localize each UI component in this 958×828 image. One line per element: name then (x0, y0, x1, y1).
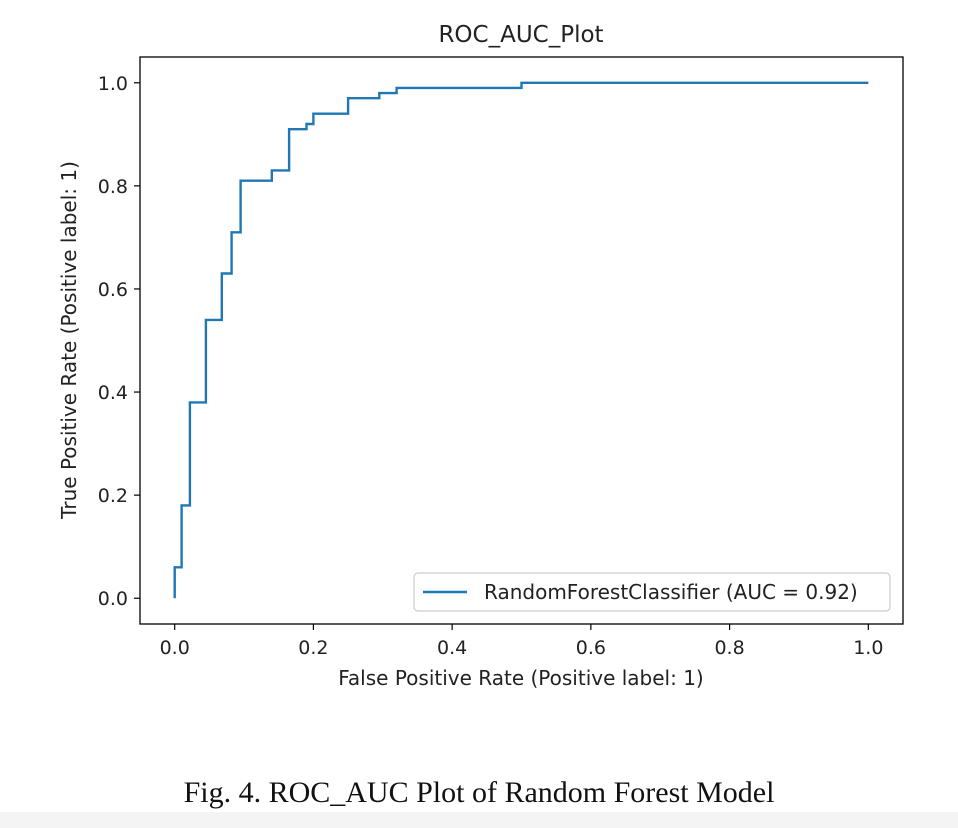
figure-caption: Fig. 4. ROC_AUC Plot of Random Forest Mo… (183, 776, 775, 809)
y-tick-label: 0.2 (98, 485, 128, 507)
y-tick-label: 1.0 (98, 73, 128, 95)
y-tick-label: 0.8 (98, 176, 128, 198)
x-tick-label: 0.8 (714, 637, 744, 659)
roc-curve-series-0 (173, 81, 869, 599)
legend: RandomForestClassifier (AUC = 0.92) (413, 572, 891, 612)
x-tick-label: 0.4 (437, 637, 467, 659)
x-tick-label: 0.6 (576, 637, 606, 659)
y-tick-label: 0.6 (98, 279, 128, 301)
page-bottom-band (0, 812, 958, 828)
x-axis-label: False Positive Rate (Positive label: 1) (338, 666, 704, 690)
legend-label: RandomForestClassifier (AUC = 0.92) (484, 580, 858, 604)
y-tick-label: 0.4 (98, 382, 128, 404)
x-tick-label: 1.0 (853, 637, 883, 659)
x-tick-label: 0.0 (160, 637, 190, 659)
legend-box (413, 572, 891, 612)
chart-title: ROC_AUC_Plot (438, 22, 603, 48)
plot-frame (139, 56, 904, 625)
y-axis-label: True Positive Rate (Positive label: 1) (57, 161, 81, 520)
y-tick-label: 0.0 (98, 588, 128, 610)
x-tick-label: 0.2 (298, 637, 328, 659)
